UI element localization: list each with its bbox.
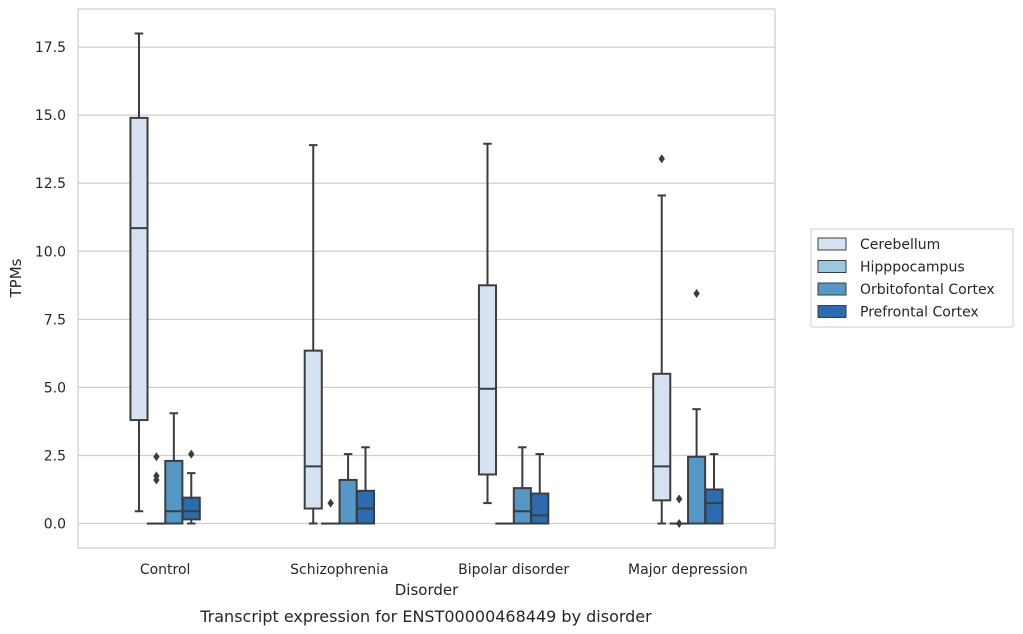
box-body xyxy=(129,116,149,422)
box-body xyxy=(164,459,184,525)
box-3-0 xyxy=(181,449,201,525)
x-tick-labels: Control Schizophrenia Bipolar disorder Majo… xyxy=(140,562,748,578)
box-0-0 xyxy=(129,32,149,513)
outlier-point xyxy=(658,154,665,164)
legend-frame xyxy=(810,228,1014,328)
x-axis-label: Disorder xyxy=(395,581,459,599)
outlier-point xyxy=(188,449,195,459)
box-body xyxy=(652,372,672,502)
y-axis-label: TPMs xyxy=(7,258,25,298)
chart-caption: Transcript expression for ENST0000046844… xyxy=(199,607,652,626)
legend-swatch xyxy=(817,237,847,251)
y-tick-label: 0.0 xyxy=(44,517,66,533)
box-body xyxy=(704,488,724,525)
plot-frame xyxy=(77,8,776,549)
legend-label: Prefrontal Cortex xyxy=(860,305,979,321)
box-3-1 xyxy=(355,446,376,525)
y-tick-labels: 0.0 2.5 5.0 7.5 10.0 12.5 15.0 17.5 xyxy=(35,40,66,532)
box-0-2 xyxy=(477,142,498,505)
plot-area xyxy=(129,32,724,528)
outlier-point xyxy=(153,471,160,481)
x-tick-label: Bipolar disorder xyxy=(458,562,569,578)
outlier-point xyxy=(675,494,683,504)
y-tick-label: 2.5 xyxy=(44,448,66,464)
box-body xyxy=(477,284,498,476)
y-tick-label: 12.5 xyxy=(35,176,66,192)
box-body xyxy=(181,496,201,521)
outlier-point xyxy=(327,498,334,508)
y-tick-label: 10.0 xyxy=(35,244,66,260)
box-2-1 xyxy=(338,453,358,525)
legend: Cerebellum Hipppocampus Orbitofontal Corte… xyxy=(810,228,1014,328)
box-1-1 xyxy=(321,498,341,525)
box-1-3 xyxy=(669,494,689,528)
box-body xyxy=(355,489,376,525)
box-2-2 xyxy=(512,446,532,525)
legend-swatch xyxy=(817,260,847,273)
x-tick-label: Major depression xyxy=(628,562,748,578)
legend-label: Hipppocampus xyxy=(860,260,965,276)
box-1-0 xyxy=(146,452,166,525)
legend-label: Orbitofontal Cortex xyxy=(860,282,995,298)
box-body xyxy=(530,492,550,525)
y-tick-label: 7.5 xyxy=(44,312,66,328)
legend-label: Cerebellum xyxy=(860,237,940,253)
y-tick-label: 15.0 xyxy=(35,108,66,124)
outlier-point xyxy=(153,452,160,462)
legend-swatch xyxy=(817,305,847,318)
x-tick-label: Control xyxy=(140,562,191,578)
outlier-point xyxy=(693,288,700,298)
box-0-1 xyxy=(303,144,323,525)
box-body xyxy=(303,349,323,510)
outlier-point xyxy=(675,519,683,528)
legend-swatch xyxy=(817,282,847,296)
grid-lines xyxy=(78,46,775,525)
box-3-3 xyxy=(704,453,724,525)
y-tick-label: 17.5 xyxy=(35,40,66,56)
box-3-2 xyxy=(530,453,550,525)
box-0-3 xyxy=(652,154,672,525)
box-body xyxy=(338,478,358,525)
box-2-0 xyxy=(164,412,184,525)
y-tick-label: 5.0 xyxy=(44,380,66,396)
box-2-3 xyxy=(687,288,707,525)
box-body xyxy=(687,455,707,525)
x-tick-label: Schizophrenia xyxy=(290,562,388,578)
box-body xyxy=(512,487,532,525)
